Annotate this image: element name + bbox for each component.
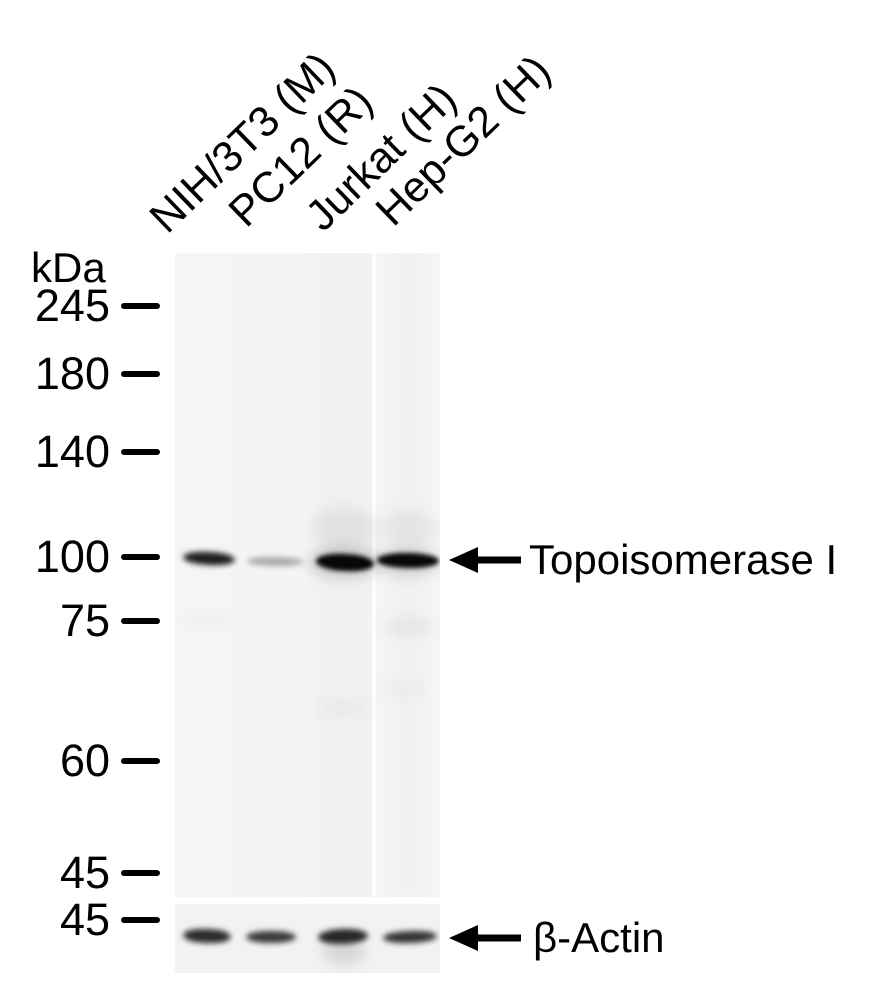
marker-tick-60	[121, 758, 160, 764]
left-arrow-icon	[449, 925, 521, 951]
marker-value-100: 100	[34, 531, 110, 582]
band-topoisomerase-lane1	[182, 550, 236, 567]
marker-value-45-upper: 45	[59, 847, 110, 898]
unit-label: kDa	[31, 244, 106, 291]
blot-artifact	[381, 683, 431, 695]
blot-artifact	[311, 508, 377, 548]
marker-value-60: 60	[59, 735, 110, 786]
marker-value-180: 180	[34, 348, 110, 399]
marker-value-140: 140	[34, 426, 110, 477]
blot-panel-actin	[175, 904, 440, 973]
marker-tick-75	[121, 618, 160, 624]
left-arrow-icon	[449, 547, 521, 573]
annotation-label-topoisomerase: Topoisomerase I	[529, 536, 838, 583]
blot-panel-topoisomerase	[175, 253, 440, 897]
marker-value-45-lower: 45	[59, 894, 110, 945]
band-topoisomerase-lane2	[246, 556, 304, 567]
splice-seam	[372, 253, 376, 897]
band-halo	[323, 940, 365, 964]
band-actin-lane2	[246, 931, 296, 943]
band-actin-lane3	[317, 928, 369, 945]
blot-artifact	[379, 511, 439, 547]
marker-tick-45-lower	[121, 917, 160, 923]
marker-tick-100	[121, 554, 160, 560]
marker-tick-245	[121, 303, 160, 309]
blot-artifact	[181, 615, 231, 627]
lane-streak	[391, 253, 425, 897]
blot-artifact	[381, 619, 437, 635]
band-actin-lane4	[382, 930, 438, 944]
marker-tick-140	[121, 449, 160, 455]
marker-tick-180	[121, 371, 160, 377]
marker-value-75: 75	[59, 595, 110, 646]
marker-value-245: 245	[34, 280, 110, 331]
blot-artifact	[321, 701, 367, 715]
marker-tick-45-upper	[121, 870, 160, 876]
annotation-label-actin: β-Actin	[533, 914, 665, 961]
band-actin-lane1	[182, 928, 232, 944]
